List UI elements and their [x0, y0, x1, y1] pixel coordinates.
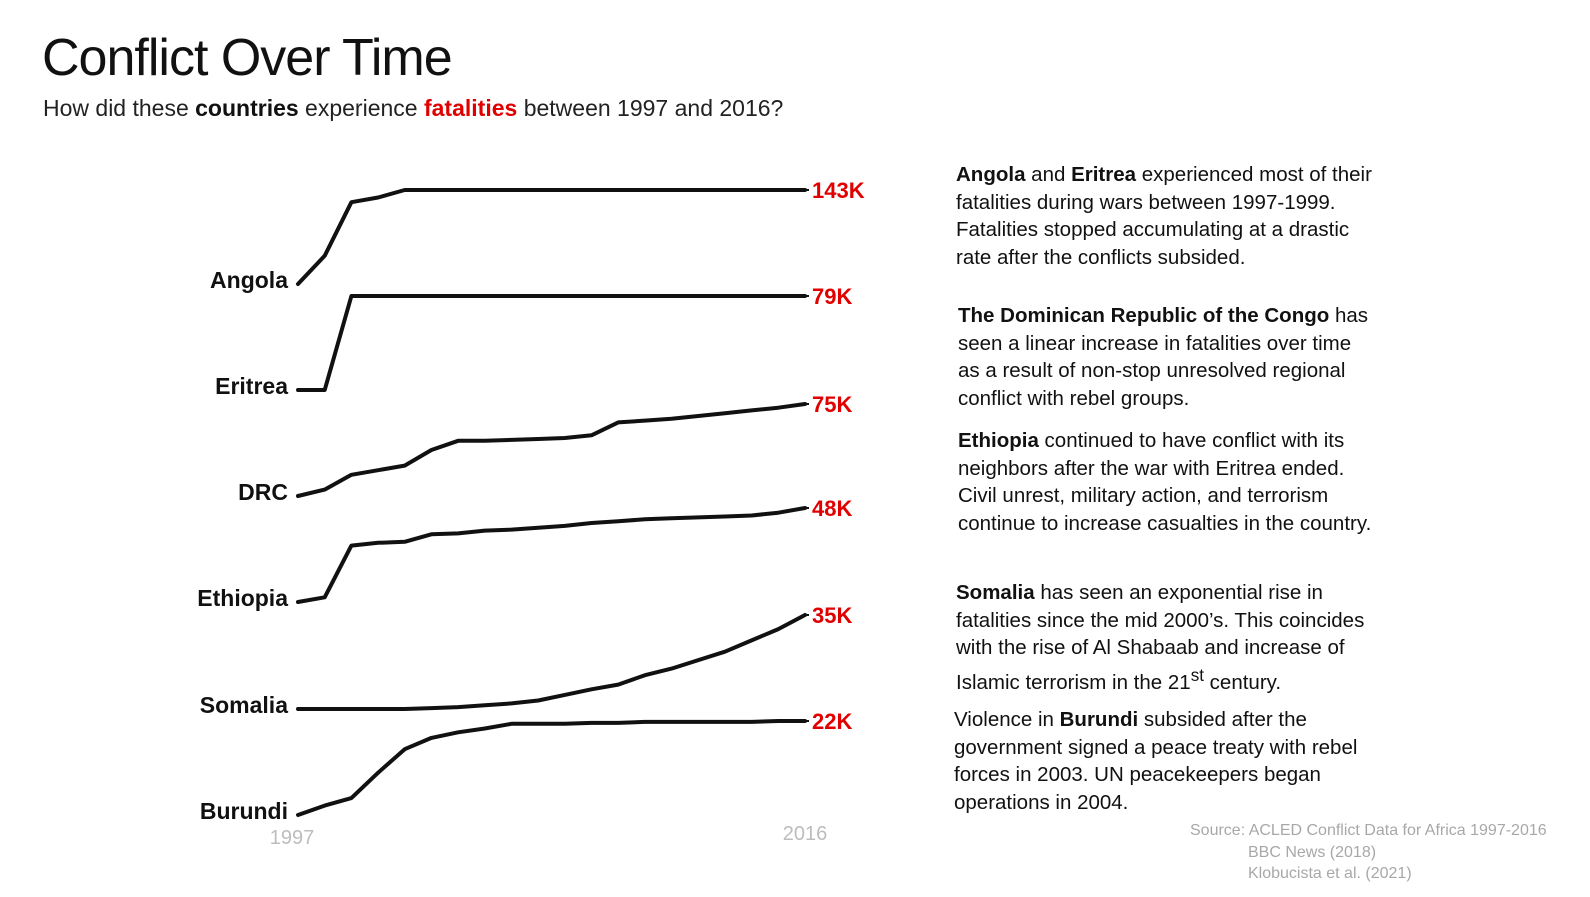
note-1-text-1: and [1025, 163, 1072, 186]
value-label-angola: 143K [812, 178, 865, 203]
note-angola-eritrea: Angola and Eritrea experienced most of t… [956, 161, 1376, 271]
note-5-pre: Violence in [954, 708, 1060, 731]
series-line-drc [296, 402, 807, 498]
sources: Source: ACLED Conflict Data for Africa 1… [1190, 820, 1547, 885]
subtitle-fatalities: fatalities [423, 95, 518, 121]
note-2-text: has seen a linear increase in fatalities… [958, 304, 1369, 410]
source-acled: Source: ACLED Conflict Data for Africa 1… [1190, 822, 1547, 839]
note-4-text-2: century. [1203, 670, 1282, 694]
x-start-label: 1997 [270, 827, 315, 849]
x-end-label: 2016 [783, 823, 828, 845]
note-4-lead: Somalia [956, 581, 1035, 604]
note-1-lead: Angola [956, 163, 1026, 186]
note-5-text: subsided after the government signed a p… [954, 708, 1358, 814]
series-line-burundi [296, 719, 807, 817]
series-layer: Angola 143K Eritrea 79K DRC 75K Ethiopia 48K Som… [197, 178, 864, 824]
note-somalia: Somalia has seen an exponential rise in … [956, 579, 1386, 696]
note-1-text-2: experienced most of their fatalities dur… [956, 163, 1372, 269]
value-label-burundi: 22K [812, 709, 852, 734]
note-3-text: continued to have conflict with its neig… [958, 429, 1372, 535]
note-drc: The Dominican Republic of the Congo has … [958, 302, 1378, 412]
country-label-ethiopia: Ethiopia [197, 585, 288, 611]
series-line-ethiopia [296, 506, 807, 604]
note-4-text-1: has seen an exponential rise in fataliti… [956, 581, 1365, 694]
series-line-angola [296, 188, 807, 286]
page-subtitle: How did these countries experience fatal… [43, 95, 783, 123]
subtitle-text-1: How did these [43, 95, 196, 121]
note-2-lead: The Dominican Republic of the Congo [958, 304, 1330, 327]
value-label-somalia: 35K [812, 603, 852, 628]
subtitle-text-3: between 1997 and 2016? [517, 95, 784, 121]
source-klobucista: Klobucista et al. (2021) [1248, 865, 1412, 882]
note-4-superscript: st [1190, 665, 1204, 685]
source-bbc: BBC News (2018) [1248, 843, 1377, 861]
country-label-eritrea: Eritrea [215, 373, 288, 399]
country-label-burundi: Burundi [200, 798, 288, 824]
page-title: Conflict Over Time [42, 29, 453, 87]
note-burundi: Violence in Burundi subsided after the g… [954, 706, 1374, 816]
note-1-lead-2: Eritrea [1071, 163, 1137, 186]
note-ethiopia: Ethiopia continued to have conflict with… [958, 427, 1378, 537]
country-label-angola: Angola [210, 267, 288, 293]
series-line-somalia [296, 613, 807, 711]
subtitle-countries: countries [195, 95, 299, 121]
subtitle-text-2: experience [298, 95, 424, 121]
country-label-somalia: Somalia [200, 692, 288, 718]
value-label-ethiopia: 48K [812, 496, 852, 521]
value-label-drc: 75K [812, 392, 852, 417]
value-label-eritrea: 79K [812, 284, 852, 309]
series-line-eritrea [296, 294, 807, 392]
note-3-lead: Ethiopia [958, 429, 1039, 452]
country-label-drc: DRC [238, 479, 288, 505]
note-5-lead: Burundi [1059, 708, 1139, 731]
